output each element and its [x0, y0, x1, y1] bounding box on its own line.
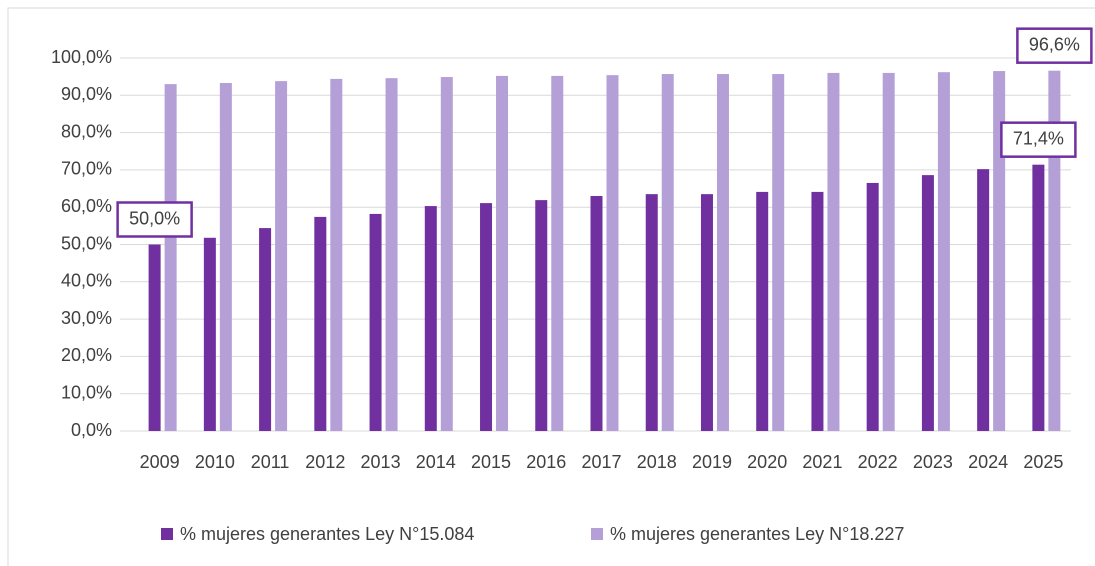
y-tick-label: 90,0% — [61, 84, 112, 104]
y-tick-label: 50,0% — [61, 233, 112, 253]
bar — [661, 74, 674, 431]
bar — [645, 194, 658, 431]
bar — [811, 191, 824, 431]
legend-swatch — [161, 528, 173, 540]
bar — [535, 200, 548, 431]
x-tick-label: 2013 — [361, 452, 401, 472]
bar — [716, 74, 729, 431]
data-label: 96,6% — [1029, 34, 1080, 54]
bar — [275, 81, 288, 431]
legend-swatch — [591, 528, 603, 540]
bar — [385, 78, 398, 431]
bar — [993, 71, 1006, 432]
bar — [480, 203, 493, 431]
x-tick-label: 2025 — [1023, 452, 1063, 472]
bar — [424, 206, 437, 431]
bar — [1048, 70, 1061, 431]
bar — [551, 75, 564, 432]
y-tick-label: 80,0% — [61, 121, 112, 141]
y-tick-label: 10,0% — [61, 382, 112, 402]
x-tick-label: 2009 — [140, 452, 180, 472]
x-tick-label: 2015 — [471, 452, 511, 472]
legend-label: % mujeres generantes Ley N°18.227 — [610, 524, 904, 544]
bar — [882, 72, 895, 432]
bar — [330, 78, 343, 431]
bar — [606, 75, 619, 432]
y-tick-label: 100,0% — [51, 47, 112, 67]
bar — [259, 228, 272, 431]
bar — [1032, 164, 1045, 432]
bar — [866, 182, 879, 431]
x-tick-label: 2016 — [526, 452, 566, 472]
bar — [700, 194, 713, 431]
x-tick-label: 2019 — [692, 452, 732, 472]
y-tick-label: 30,0% — [61, 308, 112, 328]
bar — [203, 237, 216, 431]
bar — [590, 196, 603, 431]
x-tick-label: 2014 — [416, 452, 456, 472]
x-tick-label: 2017 — [581, 452, 621, 472]
bar — [369, 213, 382, 431]
data-label: 71,4% — [1013, 128, 1064, 148]
x-tick-label: 2022 — [858, 452, 898, 472]
data-label-box — [116, 201, 193, 238]
x-tick-label: 2018 — [637, 452, 677, 472]
x-tick-label: 2020 — [747, 452, 787, 472]
y-tick-label: 20,0% — [61, 345, 112, 365]
data-label-box — [1016, 27, 1093, 64]
bar — [937, 72, 950, 431]
x-tick-label: 2011 — [251, 452, 290, 472]
x-tick-label: 2021 — [802, 452, 842, 472]
x-tick-label: 2012 — [305, 452, 345, 472]
legend-label: % mujeres generantes Ley N°15.084 — [180, 524, 474, 544]
data-label-box — [1000, 121, 1077, 158]
bar — [977, 169, 990, 432]
y-tick-label: 70,0% — [61, 159, 112, 179]
bar — [827, 72, 840, 432]
bar — [219, 82, 232, 431]
bar — [756, 191, 769, 431]
y-tick-label: 0,0% — [71, 420, 112, 440]
bar — [164, 84, 177, 432]
bar — [496, 75, 509, 432]
data-label: 50,0% — [129, 208, 180, 228]
bar — [921, 175, 934, 431]
x-tick-label: 2023 — [913, 452, 953, 472]
bar — [314, 216, 327, 431]
x-tick-label: 2024 — [968, 452, 1008, 472]
bar — [440, 77, 453, 431]
bar — [772, 74, 785, 431]
bar — [148, 244, 161, 431]
y-tick-label: 40,0% — [61, 271, 112, 291]
y-tick-label: 60,0% — [61, 196, 112, 216]
x-tick-label: 2010 — [195, 452, 235, 472]
chart-border — [7, 7, 1095, 566]
